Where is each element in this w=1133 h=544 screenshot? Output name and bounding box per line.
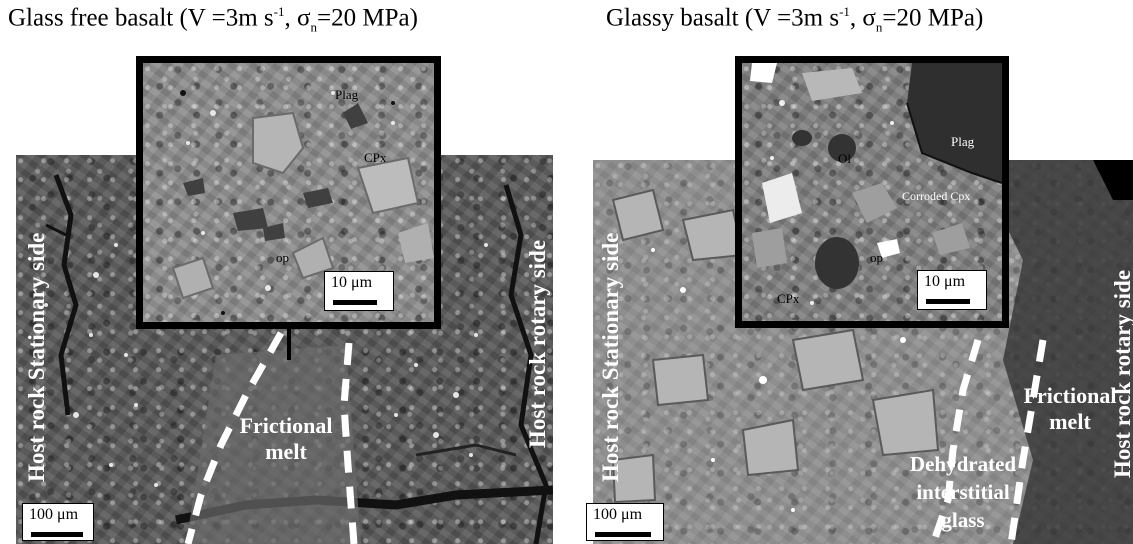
scale-label: 100 μm: [593, 506, 643, 523]
scale-label: 100 μm: [29, 506, 79, 523]
glass-label-line: glass: [941, 508, 985, 532]
right-stationary-side-label: Host rock Stationary side: [598, 232, 623, 482]
right-inset-scale-bar: 10 μm: [917, 270, 987, 310]
left-micrograph-features: [44, 174, 553, 544]
right-inset-features: [750, 63, 1002, 305]
right-scale-bar: 100 μm: [586, 503, 664, 541]
op-label: op: [276, 250, 289, 265]
dehydrated-glass-label: Dehydrated interstitial glass: [888, 450, 1038, 534]
left-inset-scale-bar: 10 μm: [324, 271, 394, 311]
title-subscript: n: [875, 19, 883, 35]
scale-label: 10 μm: [331, 274, 373, 291]
right-melt-label: Frictional melt: [1015, 383, 1125, 435]
ol-label: Ol: [838, 151, 851, 166]
cpx-label: CPx: [777, 291, 800, 306]
title-text: Glass free basalt (V =3m s: [8, 4, 274, 32]
glassy-basalt-inset: Ol Plag Corroded Cpx op CPx 10 μm: [735, 56, 1009, 328]
glass-free-basalt-micrograph: [16, 155, 553, 544]
title-superscript: -1: [839, 4, 850, 19]
melt-label-line: melt: [1049, 409, 1091, 434]
melt-label-line: Frictional: [239, 413, 333, 438]
scale-bar-line: [333, 300, 377, 305]
right-micrograph-features: [593, 160, 1133, 544]
cpx-label: CPx: [364, 150, 387, 165]
scale-bar-line: [595, 532, 651, 537]
melt-label-line: Frictional: [1023, 383, 1117, 408]
left-stationary-side-label: Host rock Stationary side: [24, 232, 49, 482]
title-subscript: n: [310, 19, 318, 35]
right-figure-title: Glassy basalt (V =3m s-1, σn=20 MPa): [606, 4, 983, 35]
right-rotary-side-label: Host rock rotary side: [1110, 269, 1133, 478]
scale-label: 10 μm: [924, 273, 966, 290]
glass-label-line: interstitial: [916, 480, 1010, 504]
op-label: op: [870, 250, 883, 265]
scale-bar-line: [926, 299, 970, 304]
corroded-cpx-label: Corroded Cpx: [902, 189, 971, 203]
left-melt-label: Frictional melt: [226, 413, 346, 465]
left-scale-bar: 100 μm: [22, 503, 94, 541]
title-text: , σ: [284, 4, 311, 32]
title-text: =20 MPa): [317, 4, 418, 32]
glass-label-line: Dehydrated: [909, 452, 1017, 476]
title-text: Glassy basalt (V =3m s: [606, 4, 840, 32]
scale-bar-line: [31, 532, 83, 537]
melt-label-line: melt: [265, 439, 307, 464]
title-text: , σ: [849, 4, 876, 32]
title-text: =20 MPa): [882, 4, 984, 32]
left-inset-features: [171, 90, 434, 315]
plag-label: Plag: [951, 134, 975, 149]
left-rotary-side-label: Host rock rotary side: [525, 239, 550, 448]
left-figure-title: Glass free basalt (V =3m s-1, σn=20 MPa): [8, 4, 418, 35]
glass-free-basalt-inset: Plag CPx op 10 μm: [136, 56, 441, 329]
title-superscript: -1: [273, 4, 285, 19]
plag-label: Plag: [335, 87, 359, 102]
